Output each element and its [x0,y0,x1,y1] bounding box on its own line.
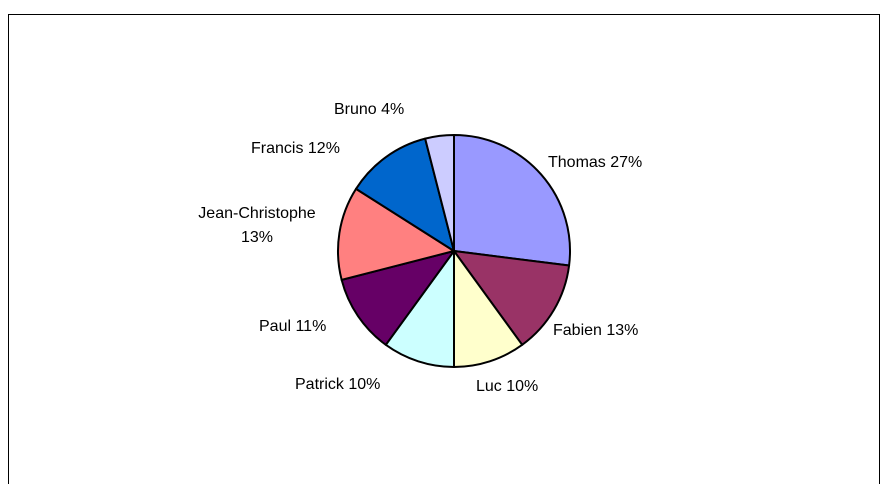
pie-slice-paul [340,250,455,346]
pie-slice-jean-christophe [337,187,455,281]
pie-slice-bruno [424,134,455,252]
pie-slice-francis [355,137,455,252]
slice-label-jean-christophe: Jean-Christophe 13% [198,205,316,246]
pie-slice-thomas [453,134,571,267]
pie-slice-luc [453,250,524,368]
slice-label-fabien: Fabien 13% [553,322,638,339]
pie-slices [337,134,571,368]
pie-labels: Thomas 27% Fabien 13% Luc 10% Patrick 10% Pa… [198,101,642,395]
slice-label-francis: Francis 12% [251,140,340,157]
chart-frame [8,14,880,484]
slice-label-bruno: Bruno 4% [334,101,404,118]
slice-label-luc: Luc 10% [476,378,538,395]
pie-slice-patrick [384,250,455,368]
slice-label-patrick: Patrick 10% [295,376,380,393]
slice-label-paul: Paul 11% [259,318,326,335]
slice-label-thomas: Thomas 27% [548,154,642,171]
pie-slice-fabien [453,250,571,346]
